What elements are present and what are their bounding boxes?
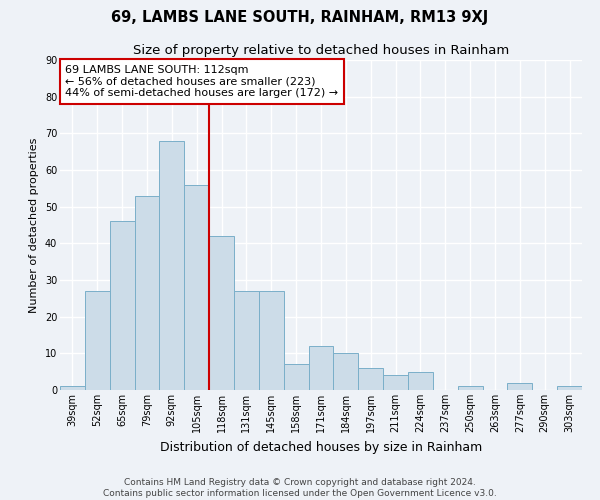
Text: 69, LAMBS LANE SOUTH, RAINHAM, RM13 9XJ: 69, LAMBS LANE SOUTH, RAINHAM, RM13 9XJ — [112, 10, 488, 25]
Bar — [383, 376, 408, 390]
Y-axis label: Number of detached properties: Number of detached properties — [29, 138, 39, 312]
Bar — [134, 196, 160, 390]
Bar — [334, 354, 358, 390]
X-axis label: Distribution of detached houses by size in Rainham: Distribution of detached houses by size … — [160, 440, 482, 454]
Title: Size of property relative to detached houses in Rainham: Size of property relative to detached ho… — [133, 44, 509, 58]
Bar — [234, 291, 259, 390]
Bar — [110, 222, 134, 390]
Bar — [284, 364, 308, 390]
Bar — [358, 368, 383, 390]
Bar — [259, 291, 284, 390]
Bar — [557, 386, 582, 390]
Bar — [458, 386, 482, 390]
Bar — [85, 291, 110, 390]
Bar — [308, 346, 334, 390]
Bar — [209, 236, 234, 390]
Bar — [160, 140, 184, 390]
Text: 69 LAMBS LANE SOUTH: 112sqm
← 56% of detached houses are smaller (223)
44% of se: 69 LAMBS LANE SOUTH: 112sqm ← 56% of det… — [65, 65, 338, 98]
Bar — [60, 386, 85, 390]
Bar — [508, 382, 532, 390]
Bar — [184, 184, 209, 390]
Text: Contains HM Land Registry data © Crown copyright and database right 2024.
Contai: Contains HM Land Registry data © Crown c… — [103, 478, 497, 498]
Bar — [408, 372, 433, 390]
